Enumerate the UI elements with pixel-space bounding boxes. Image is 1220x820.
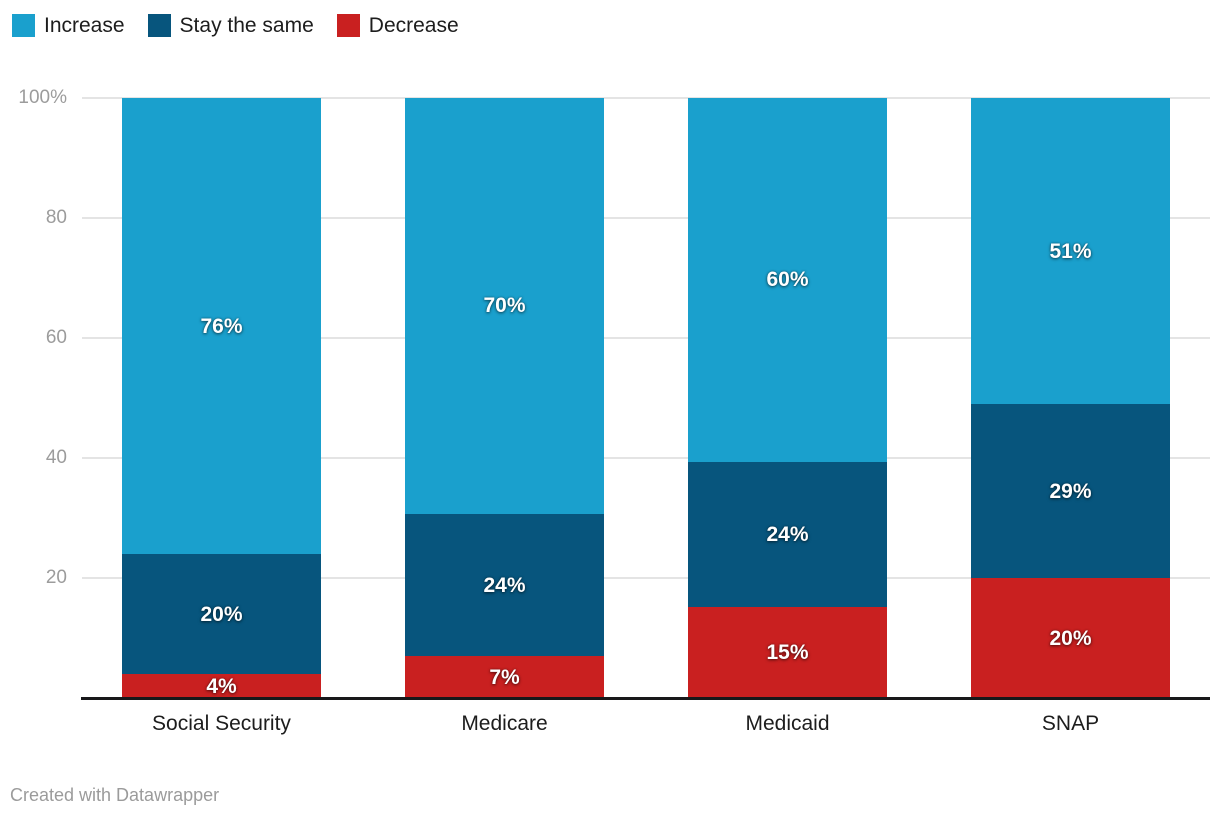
y-tick-label: 40 <box>45 447 67 468</box>
y-tick-label: 80 <box>45 207 67 228</box>
value-label: 29% <box>1049 479 1092 503</box>
category-label: Medicaid <box>745 712 830 735</box>
attribution-text: Created with Datawrapper <box>10 785 220 805</box>
y-tick-label: 60 <box>45 327 67 348</box>
value-label: 51% <box>1049 239 1092 263</box>
legend-swatch-icon <box>147 14 171 37</box>
value-label: 70% <box>483 294 526 318</box>
y-gridline <box>82 457 1210 459</box>
value-label: 76% <box>200 314 243 338</box>
legend-label: Stay the same <box>179 14 314 37</box>
legend-swatch-icon <box>12 14 35 37</box>
value-label: 4% <box>206 674 237 698</box>
y-tick-label: 20 <box>45 567 67 588</box>
legend-label: Decrease <box>368 14 459 37</box>
x-axis-line <box>81 697 1210 700</box>
value-label: 20% <box>200 602 243 626</box>
bar-segment-decrease: 15% <box>688 607 887 698</box>
bar-segment-stay-the-same: 24% <box>688 461 887 608</box>
bar-segment-stay-the-same: 24% <box>405 513 604 657</box>
bar-segment-decrease: 4% <box>122 674 321 698</box>
y-gridline <box>82 217 1210 219</box>
bar-segment-increase: 70% <box>405 98 604 514</box>
category-label: Social Security <box>152 712 291 735</box>
category-label: Medicare <box>461 712 548 735</box>
bar-segment-increase: 51% <box>971 98 1170 404</box>
y-gridline <box>82 97 1210 99</box>
legend-item-increase: Increase <box>12 14 125 37</box>
bar-segment-increase: 76% <box>122 98 321 554</box>
bar-segment-stay-the-same: 29% <box>971 404 1170 578</box>
y-gridline <box>82 337 1210 339</box>
legend-swatch-icon <box>336 14 360 37</box>
legend-item-decrease: Decrease <box>336 14 459 37</box>
value-label: 60% <box>766 268 809 292</box>
chart-legend: Increase Stay the same Decrease <box>12 14 459 37</box>
bar-segment-stay-the-same: 20% <box>122 554 321 674</box>
value-label: 24% <box>766 522 809 546</box>
bar-segment-decrease: 7% <box>405 656 604 698</box>
value-label: 20% <box>1049 626 1092 650</box>
y-tick-label: 100% <box>18 87 67 108</box>
category-label: SNAP <box>1041 712 1100 735</box>
y-gridline <box>82 577 1210 579</box>
bar-segment-decrease: 20% <box>971 578 1170 698</box>
attribution: Created with Datawrapper <box>10 785 219 806</box>
legend-label: Increase <box>44 14 125 37</box>
bar-segment-increase: 60% <box>688 98 887 462</box>
value-label: 24% <box>483 573 526 597</box>
value-label: 15% <box>766 641 809 665</box>
value-label: 7% <box>489 665 520 689</box>
legend-item-stay-the-same: Stay the same <box>147 14 314 37</box>
